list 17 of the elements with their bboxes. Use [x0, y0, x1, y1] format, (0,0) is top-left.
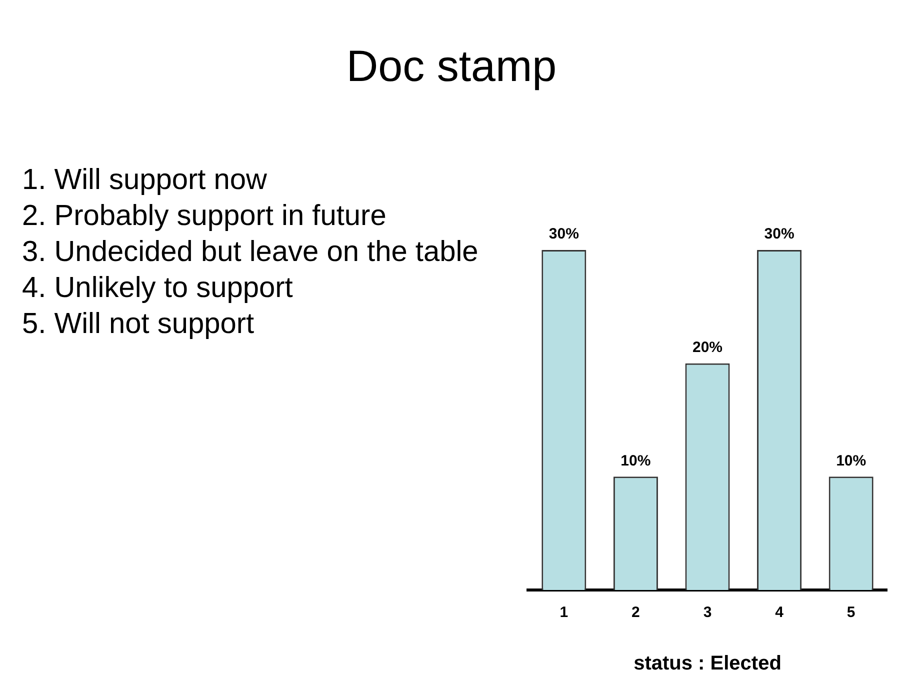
data-label: 30%	[548, 226, 579, 243]
x-tick-label: 5	[846, 604, 856, 622]
text: 2. Probably support in future	[22, 199, 388, 234]
x-tick-label: 3	[703, 604, 712, 622]
x-tick-label: 2	[632, 604, 640, 622]
data-label: 30%	[764, 226, 794, 243]
data-label: 20%	[692, 338, 723, 356]
text: 5. Will not support	[22, 307, 256, 342]
data-label: 10%	[620, 452, 651, 470]
text: 3. Undecided but leave on the table	[22, 235, 480, 270]
data-label: 10%	[836, 452, 866, 470]
x-tick-label: 1	[560, 604, 568, 622]
chart-title: Doc stamp	[345, 42, 558, 92]
x-tick-label: 4	[775, 604, 784, 622]
x-axis-title: status : Elected	[634, 652, 782, 675]
text: 1. Will support now	[22, 163, 268, 198]
text: 4. Unlikely to support	[22, 271, 294, 306]
